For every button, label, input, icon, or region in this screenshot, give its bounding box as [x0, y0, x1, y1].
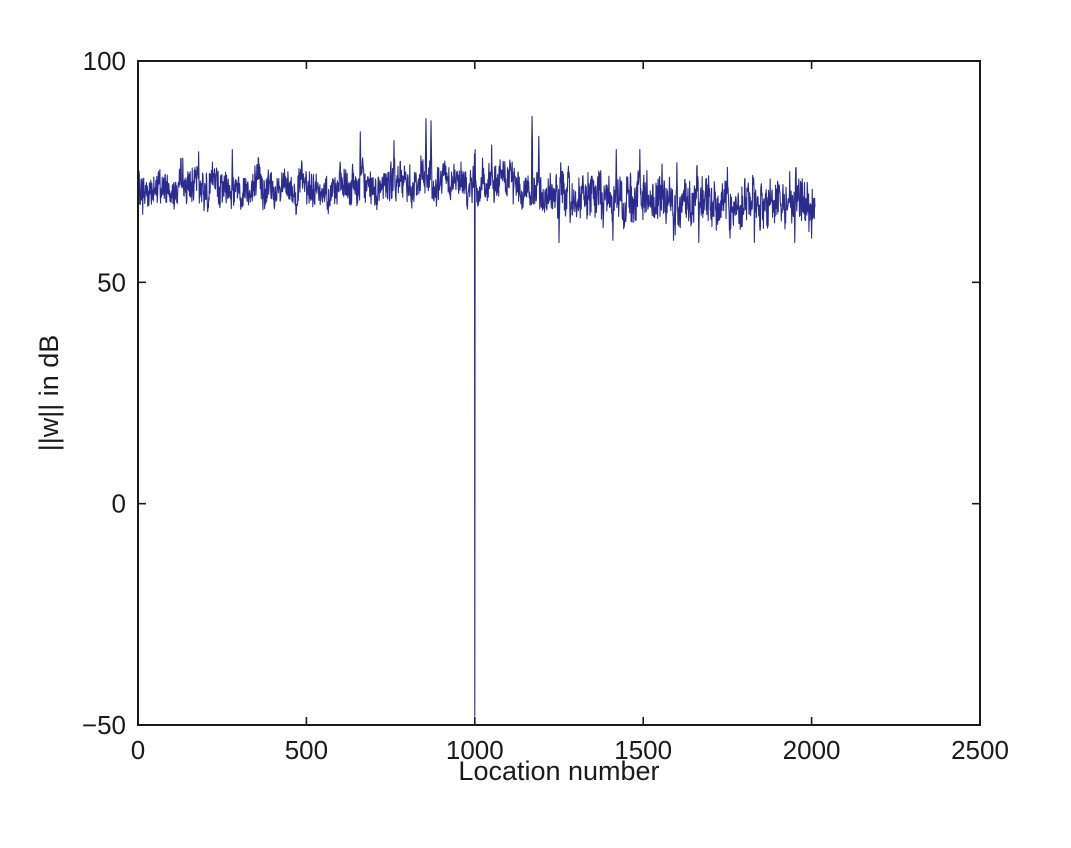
y-tick-label: 0 — [112, 489, 126, 519]
x-tick-label: 1500 — [614, 735, 672, 765]
series-layer — [137, 115, 816, 717]
y-tick-label: 100 — [83, 46, 126, 76]
series-line — [137, 115, 816, 717]
x-axis-label: Location number — [458, 756, 659, 786]
y-tick-labels: −50 0 50 100 — [82, 46, 126, 740]
plot-frame — [137, 60, 981, 726]
y-tick-label: 50 — [97, 267, 126, 297]
x-tick-label: 500 — [285, 735, 328, 765]
axis-ticks — [137, 60, 981, 726]
x-tick-label: 2000 — [783, 735, 841, 765]
x-tick-label: 0 — [131, 735, 145, 765]
y-axis-label: ||w|| in dB — [34, 335, 64, 452]
y-tick-label: −50 — [82, 710, 126, 740]
x-tick-label: 2500 — [951, 735, 1009, 765]
x-tick-label: 1000 — [446, 735, 504, 765]
x-tick-labels: 0 500 1000 1500 2000 2500 — [131, 735, 1009, 765]
